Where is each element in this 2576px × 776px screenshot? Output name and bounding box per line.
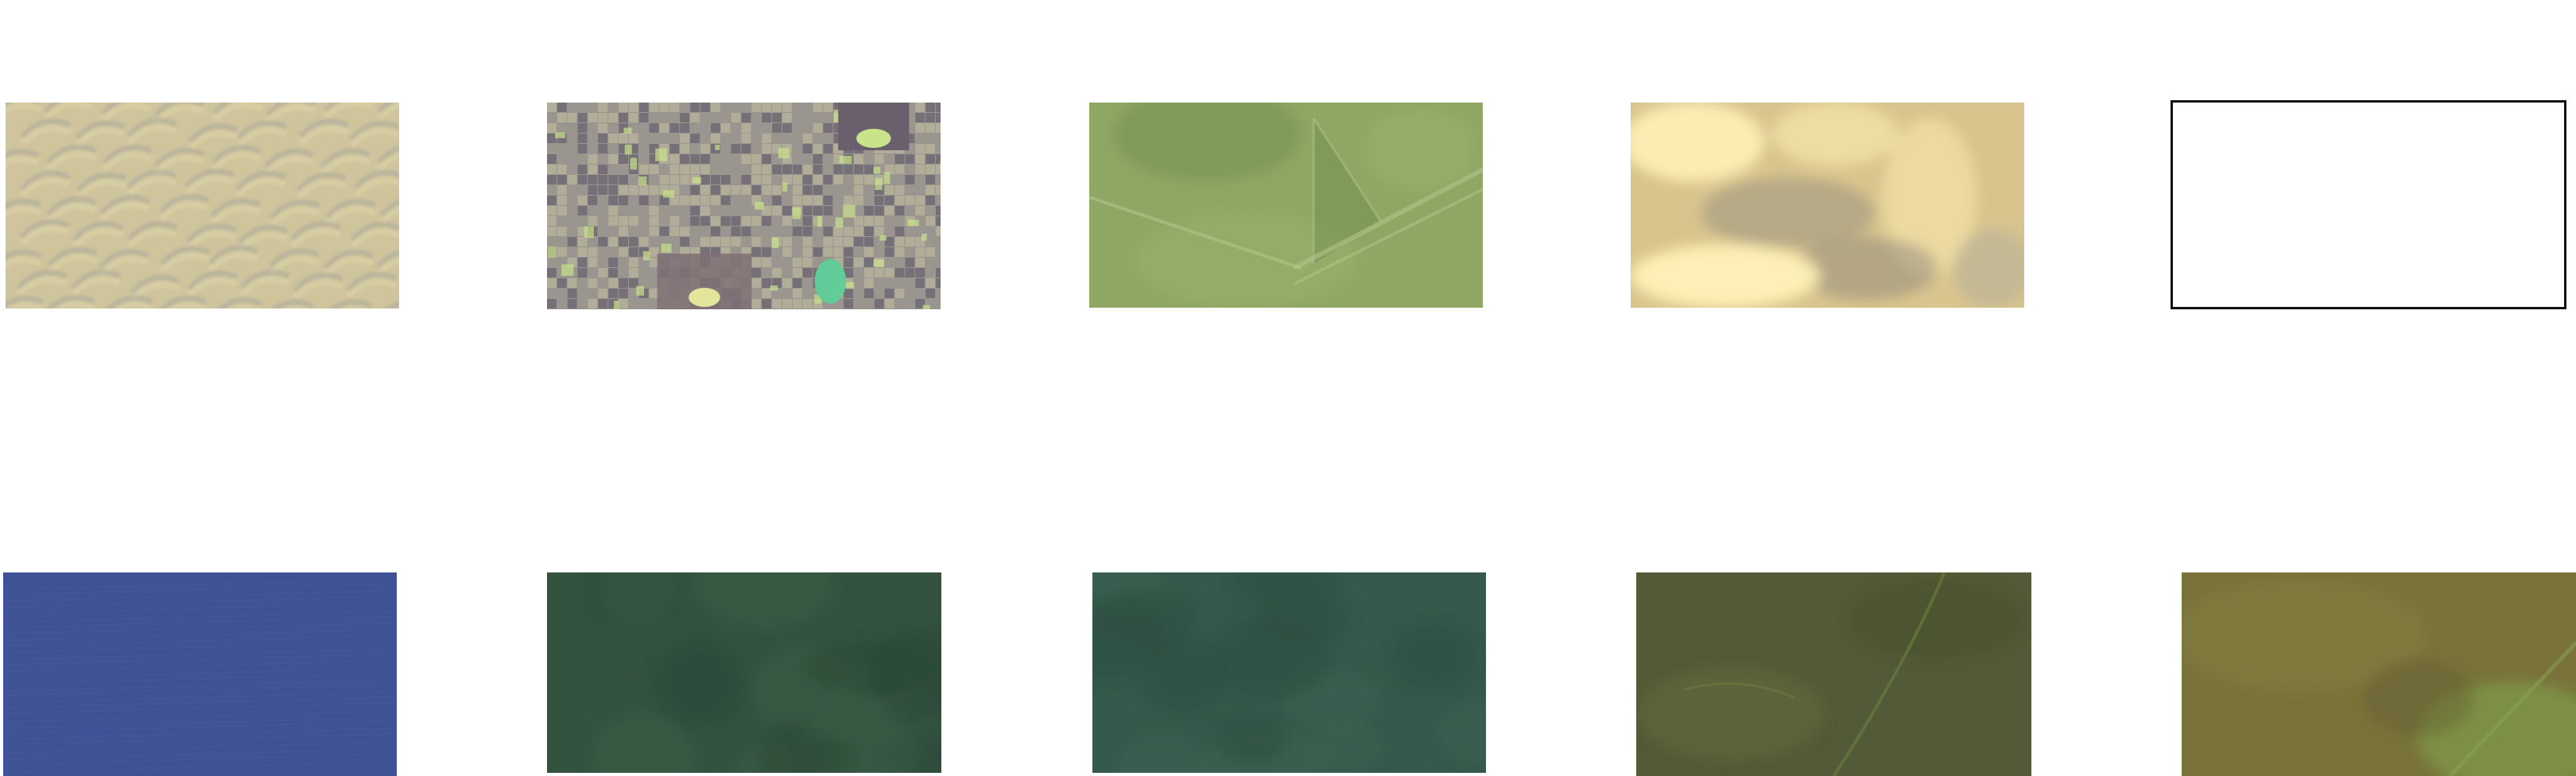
satellite-tile-farmland-fields	[1089, 103, 1483, 308]
satellite-tile-urban-grid	[547, 103, 941, 309]
satellite-tile-open-water-image	[3, 572, 397, 776]
satellite-tile-farmland-fields-image	[1089, 103, 1483, 308]
satellite-tile-desert-dunes-image	[6, 103, 399, 308]
satellite-tile-olive-wetland	[1636, 572, 2031, 776]
satellite-tile-urban-grid-image	[547, 103, 941, 309]
satellite-tile-olive-field	[2182, 572, 2576, 776]
satellite-tile-dark-forest	[547, 572, 941, 773]
satellite-tile-cloudy-terrain-image	[1631, 103, 2024, 308]
satellite-tile-cloudy-terrain	[1631, 103, 2024, 308]
satellite-tile-open-water	[3, 572, 397, 776]
satellite-tile-empty-frame	[2171, 100, 2566, 309]
satellite-tile-dark-forest-image	[547, 572, 941, 773]
satellite-tile-olive-field-image	[2182, 572, 2576, 776]
satellite-tile-green-forest	[1092, 572, 1486, 773]
satellite-tile-olive-wetland-image	[1636, 572, 2031, 776]
satellite-tile-desert-dunes	[6, 103, 399, 308]
satellite-tile-green-forest-image	[1092, 572, 1486, 773]
